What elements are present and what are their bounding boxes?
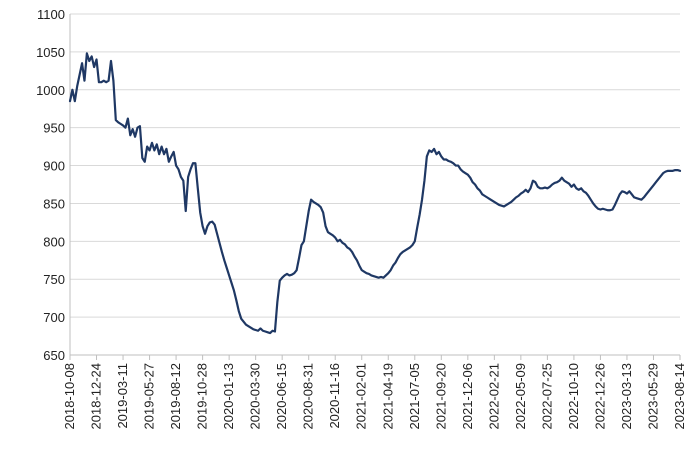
x-tick-label-2021-04-19: 2021-04-19 xyxy=(380,363,395,430)
x-tick-label-2022-07-25: 2022-07-25 xyxy=(539,363,554,430)
x-tick-label-2019-05-27: 2019-05-27 xyxy=(142,363,157,430)
y-tick-label-900: 900 xyxy=(43,159,65,174)
gridlines xyxy=(70,13,680,318)
x-tick-label-2020-08-31: 2020-08-31 xyxy=(301,363,316,430)
x-tick-label-2022-02-21: 2022-02-21 xyxy=(486,363,501,430)
x-tick-label-2022-10-10: 2022-10-10 xyxy=(566,363,581,430)
x-tick-label-2022-05-09: 2022-05-09 xyxy=(513,363,528,430)
x-tick-label-2020-03-30: 2020-03-30 xyxy=(248,363,263,430)
y-tick-label-700: 700 xyxy=(43,310,65,325)
x-tick-label-2023-03-13: 2023-03-13 xyxy=(619,363,634,430)
y-tick-label-800: 800 xyxy=(43,234,65,249)
x-tick-label-2019-10-28: 2019-10-28 xyxy=(195,363,210,430)
y-tick-label-1000: 1000 xyxy=(36,83,65,98)
x-tick-label-2021-02-01: 2021-02-01 xyxy=(354,363,369,430)
y-tick-label-1100: 1100 xyxy=(37,7,65,22)
x-tick-label-2020-06-15: 2020-06-15 xyxy=(274,363,289,430)
x-tick-label-2019-08-12: 2019-08-12 xyxy=(168,363,183,430)
axes xyxy=(69,14,681,360)
series-layer xyxy=(68,52,682,335)
x-tick-label-2020-01-13: 2020-01-13 xyxy=(221,363,236,430)
x-tick-label-2023-08-14: 2023-08-14 xyxy=(672,363,687,430)
x-tick-label-2019-03-11: 2019-03-11 xyxy=(115,363,130,429)
x-tick-label-2020-11-16: 2020-11-16 xyxy=(327,363,342,429)
x-tick-label-2023-05-29: 2023-05-29 xyxy=(645,363,660,430)
x-tick-label-2018-10-08: 2018-10-08 xyxy=(62,363,77,430)
x-tick-label-2021-09-20: 2021-09-20 xyxy=(433,363,448,430)
x-tick-label-2021-07-05: 2021-07-05 xyxy=(407,363,422,430)
tick-labels: 650 700 750 800 850 900 950 1000 1050 1100 2018-10… xyxy=(36,7,687,430)
y-tick-label-650: 650 xyxy=(43,348,65,363)
x-tick-label-2021-12-06: 2021-12-06 xyxy=(460,363,475,430)
y-tick-label-1050: 1050 xyxy=(36,45,65,60)
y-tick-label-950: 950 xyxy=(43,121,65,136)
y-tick-label-750: 750 xyxy=(43,272,65,287)
x-tick-label-2022-12-26: 2022-12-26 xyxy=(592,363,607,430)
y-tick-label-850: 850 xyxy=(43,196,65,211)
x-tick-label-2018-12-24: 2018-12-24 xyxy=(89,363,104,430)
series-line-0 xyxy=(68,52,682,335)
